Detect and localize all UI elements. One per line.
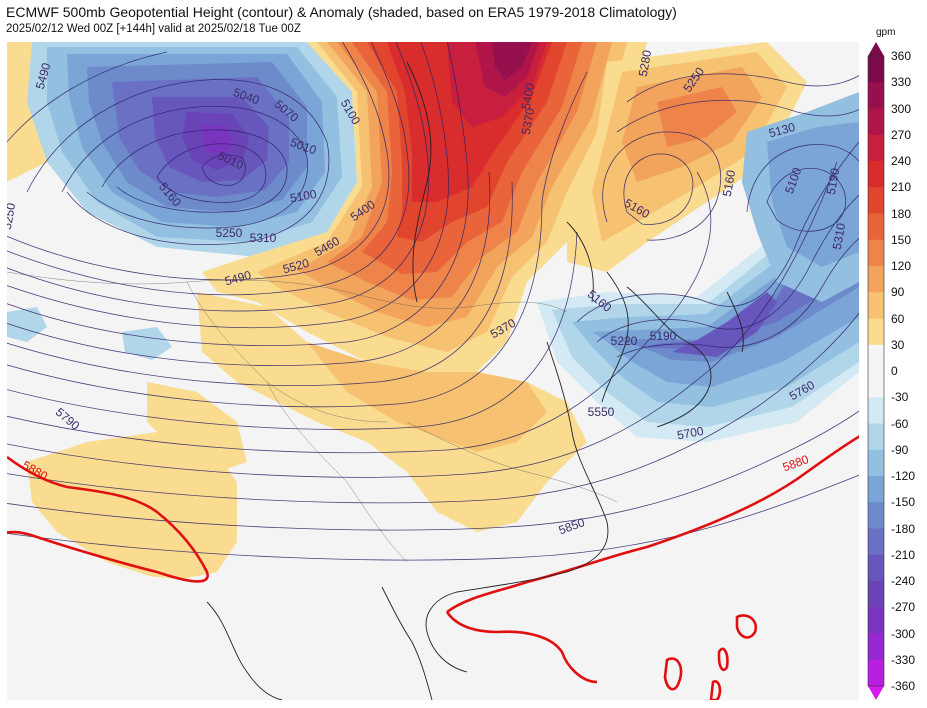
- colorbar-band: [868, 528, 884, 556]
- colorbar-tick-label: -60: [891, 416, 909, 431]
- contour-label: 5400: [519, 82, 537, 111]
- colorbar-tick-label: -330: [891, 652, 916, 667]
- contour-label: 5310: [830, 222, 848, 251]
- colorbar-tick-label: -240: [891, 574, 916, 588]
- colorbar-unit: gpm: [876, 27, 896, 38]
- weather-map: 5490 5040 5070 5010 5010 5160 5100 5250 5310 5400…: [7, 42, 859, 700]
- contour-label: 5490: [223, 268, 253, 289]
- colorbar-band: [868, 371, 884, 398]
- colorbar-band: [868, 134, 884, 162]
- contour-label: 5250: [216, 226, 243, 240]
- colorbar-tick-label: 210: [891, 180, 912, 195]
- contour-label: 5250: [7, 202, 18, 231]
- map-title: ECMWF 500mb Geopotential Height (contour…: [6, 4, 677, 20]
- colorbar-band: [868, 633, 884, 661]
- political-borders: [7, 271, 618, 563]
- height-contours: [7, 42, 859, 561]
- colorbar-band: [868, 397, 884, 424]
- colorbar-tick-label: -30: [891, 390, 909, 405]
- colorbar-tick-label: 150: [891, 232, 912, 247]
- colorbar-tick-label: -360: [891, 679, 916, 693]
- colorbar-band: [868, 161, 884, 188]
- contour-label: 5310: [250, 231, 277, 245]
- colorbar-band: [868, 213, 884, 241]
- colorbar-band: [868, 581, 884, 608]
- colorbar-band: [868, 344, 884, 372]
- colorbar-tick-label: 30: [891, 337, 905, 352]
- colorbar-tick-label: 180: [891, 206, 912, 221]
- contour-label: 5130: [767, 120, 797, 141]
- colorbar-tick-label: -270: [891, 600, 916, 615]
- contour-label: 5100: [289, 187, 318, 205]
- colorbar-tick-label: 270: [891, 127, 912, 142]
- contour-label: 5280: [636, 49, 654, 78]
- colorbar-min-arrow: [868, 686, 884, 700]
- colorbar-max-arrow: [868, 42, 884, 56]
- colorbar-band: [868, 659, 884, 687]
- ridge-5880-contour: [7, 435, 859, 700]
- colorbar-band: [868, 292, 884, 319]
- colorbar-tick-label: 120: [891, 259, 912, 273]
- colorbar-tick-label: 90: [891, 285, 905, 300]
- colorbar-band: [868, 108, 884, 136]
- colorbar-tick-label: -300: [891, 626, 916, 641]
- contour-label: 5190: [824, 167, 842, 196]
- colorbar-tick-label: 0: [891, 364, 898, 378]
- colorbar-tick-label: -120: [891, 469, 916, 483]
- colorbar-band: [868, 82, 884, 109]
- colorbar-band: [868, 423, 884, 451]
- colorbar-band: [868, 56, 884, 83]
- contour-label: 5550: [588, 405, 615, 419]
- colorbar-tick-label: 60: [891, 311, 905, 326]
- colorbar-tick-label: -90: [891, 442, 909, 457]
- coastlines: [206, 61, 744, 700]
- colorbar-band: [868, 266, 884, 293]
- colorbar-tick-label: -150: [891, 495, 916, 510]
- colorbar-band: [868, 318, 884, 346]
- contour-label: 5220: [611, 334, 638, 348]
- contour-label: 5700: [676, 424, 705, 442]
- colorbar-tick-label: 300: [891, 101, 912, 116]
- colorbar-tick-label: 240: [891, 154, 912, 168]
- contour-label: 5190: [650, 329, 677, 343]
- colorbar-band: [868, 239, 884, 267]
- colorbar-tick-label: -180: [891, 521, 916, 536]
- contour-label: 5160: [720, 169, 738, 198]
- contour-label: 5370: [519, 107, 537, 136]
- anomaly-colorbar: [867, 42, 885, 700]
- colorbar-band: [868, 476, 884, 503]
- colorbar-band: [868, 449, 884, 477]
- contour-label: 5520: [281, 256, 311, 277]
- colorbar-tick-label: -210: [891, 547, 916, 562]
- colorbar-band: [868, 554, 884, 582]
- colorbar-band: [868, 187, 884, 214]
- colorbar-band: [868, 502, 884, 529]
- anomaly-shading: [7, 42, 859, 700]
- colorbar-tick-label: 360: [891, 49, 912, 63]
- contour-label: 5490: [33, 61, 54, 91]
- colorbar-tick-label: 330: [891, 75, 912, 90]
- map-subtitle: 2025/02/12 Wed 00Z [+144h] valid at 2025…: [6, 23, 301, 35]
- colorbar-band: [868, 607, 884, 634]
